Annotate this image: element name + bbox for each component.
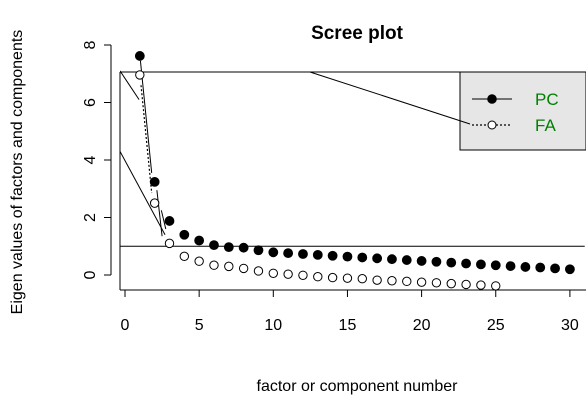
pc-point (476, 259, 486, 270)
pc-point (134, 51, 145, 61)
fa-point (342, 273, 353, 283)
fa-point (209, 260, 219, 270)
fa-point (491, 281, 501, 291)
slope-line-pc-segment (156, 190, 163, 237)
y-tick-label: 0 (82, 270, 99, 279)
x-tick-label: 20 (413, 317, 431, 334)
x-axis-label: factor or component number (257, 378, 459, 395)
y-tick-label: 8 (82, 40, 99, 49)
pc-point (149, 176, 160, 187)
y-tick-label: 2 (82, 213, 99, 222)
x-tick-label: 10 (264, 317, 282, 334)
pc-point (565, 264, 575, 275)
slope-line-low (120, 151, 166, 235)
pc-point (446, 257, 457, 268)
y-axis-label: Eigen values of factors and components (9, 30, 26, 315)
pc-point (283, 248, 294, 259)
pc-point (550, 263, 560, 274)
fa-point (149, 198, 160, 208)
y-tick-label: 6 (82, 98, 99, 107)
fa-point (387, 276, 397, 286)
fa-point (253, 266, 264, 276)
fa-point (372, 275, 382, 285)
pc-point (194, 235, 205, 246)
x-tick-label: 0 (121, 317, 130, 334)
pc-point (268, 247, 279, 258)
series-pc-points (134, 51, 575, 275)
pc-point (461, 258, 471, 269)
fa-point (446, 278, 456, 289)
fa-point (461, 279, 471, 290)
legend-pc-label: PC (535, 90, 559, 109)
y-axis: 0 2 4 6 8 (82, 40, 112, 279)
pc-point (357, 252, 368, 263)
fa-point (268, 268, 278, 278)
legend-fa-label: FA (535, 116, 556, 135)
slope-line-fa-segment (160, 210, 167, 230)
fa-point (313, 272, 323, 282)
pc-point (238, 242, 249, 253)
pc-point (179, 229, 190, 240)
fa-point (238, 263, 249, 274)
legend-connector-line (309, 71, 471, 125)
fa-point (416, 277, 427, 287)
pc-point (327, 250, 338, 261)
fa-point (402, 276, 412, 287)
pc-point (372, 253, 383, 264)
pc-point (505, 261, 516, 271)
pc-point (387, 254, 397, 265)
x-axis: 0 5 10 15 20 25 30 (121, 289, 579, 334)
fa-point (135, 70, 145, 80)
pc-point (431, 256, 442, 267)
pc-point (312, 249, 323, 260)
chart-title: Scree plot (311, 23, 404, 44)
fa-point (164, 238, 175, 249)
fa-point (327, 272, 338, 283)
pc-point (490, 260, 501, 271)
fa-dotted-segment (140, 85, 153, 194)
pc-point (253, 245, 264, 256)
fa-point (298, 270, 308, 280)
series-fa-points (135, 70, 501, 291)
x-tick-label: 15 (339, 317, 357, 334)
fa-point (224, 261, 234, 272)
scree-slope-lines (120, 60, 167, 237)
pc-point (209, 240, 219, 251)
legend-box (459, 71, 586, 151)
fa-point (179, 251, 190, 262)
legend-fa-marker (487, 120, 497, 130)
fa-point (357, 274, 367, 284)
pc-point (164, 216, 175, 226)
legend: PC FA (459, 71, 586, 151)
fa-point (431, 278, 442, 288)
legend-pc-marker (487, 94, 497, 104)
x-tick-label: 5 (195, 317, 204, 334)
pc-point (416, 256, 427, 266)
slope-line-mid (139, 60, 153, 173)
pc-point (223, 242, 234, 253)
pc-point (520, 262, 531, 272)
y-tick-label: 4 (82, 155, 99, 164)
slope-line-top (120, 70, 140, 100)
pc-point (298, 249, 308, 259)
pc-point (401, 255, 412, 265)
pc-point (342, 251, 353, 262)
pc-point (535, 262, 546, 273)
fa-point (194, 256, 204, 266)
x-tick-label: 30 (561, 317, 579, 334)
fa-point (283, 269, 293, 279)
fa-point (476, 280, 486, 290)
fa-dotted-line (140, 85, 153, 194)
x-tick-label: 25 (487, 317, 505, 334)
